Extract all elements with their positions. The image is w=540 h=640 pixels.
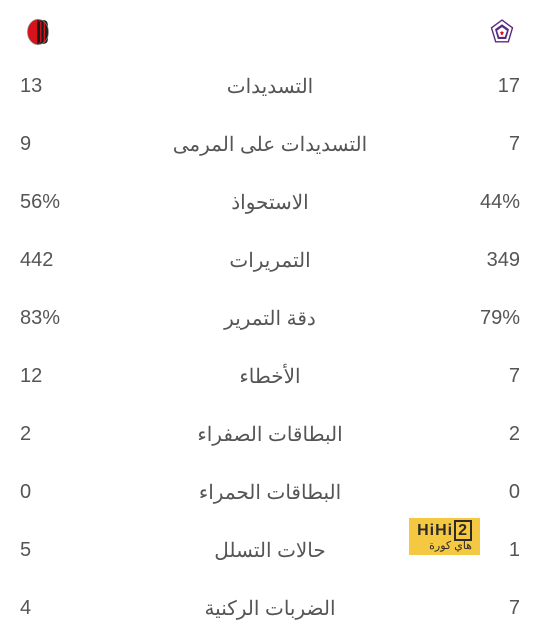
- stat-label: الضربات الركنية: [100, 596, 440, 621]
- stat-row: 2 البطاقات الصفراء 2: [20, 422, 520, 447]
- team-logo-left: [24, 18, 52, 46]
- stat-left-value: 9: [20, 133, 100, 156]
- stat-row: 12 الأخطاء 7: [20, 364, 520, 389]
- team-logo-right: ⚜: [488, 18, 516, 46]
- svg-text:⚜: ⚜: [499, 30, 504, 37]
- stat-row: 0 البطاقات الحمراء 0: [20, 480, 520, 505]
- stat-right-value: 7: [440, 133, 520, 156]
- watermark-badge: HiHi2 هاي كورة: [409, 518, 480, 555]
- stat-row: 83% دقة التمرير 79%: [20, 306, 520, 331]
- stat-row: 4 الضربات الركنية 7: [20, 596, 520, 621]
- stat-left-value: 5: [20, 539, 100, 562]
- stat-row: 9 التسديدات على المرمى 7: [20, 132, 520, 157]
- stat-label: البطاقات الصفراء: [100, 422, 440, 447]
- stat-left-value: 83%: [20, 307, 100, 330]
- stat-left-value: 442: [20, 249, 100, 272]
- stat-left-value: 4: [20, 597, 100, 620]
- stat-label: التسديدات على المرمى: [100, 132, 440, 157]
- stat-label: حالات التسلل: [100, 538, 440, 563]
- watermark-text-a: HiHi: [417, 522, 453, 539]
- stat-row: 56% الاستحواذ 44%: [20, 190, 520, 215]
- stat-row: 13 التسديدات 17: [20, 74, 520, 99]
- stat-left-value: 0: [20, 481, 100, 504]
- stat-label: دقة التمرير: [100, 306, 440, 331]
- stat-right-value: 44%: [440, 191, 520, 214]
- stat-left-value: 56%: [20, 191, 100, 214]
- stat-label: البطاقات الحمراء: [100, 480, 440, 505]
- stat-right-value: 349: [440, 249, 520, 272]
- stat-label: التمريرات: [100, 248, 440, 273]
- stat-label: الأخطاء: [100, 364, 440, 389]
- stat-row: 442 التمريرات 349: [20, 248, 520, 273]
- stat-right-value: 2: [440, 423, 520, 446]
- stat-right-value: 7: [440, 365, 520, 388]
- stat-label: الاستحواذ: [100, 190, 440, 215]
- stat-label: التسديدات: [100, 74, 440, 99]
- watermark-line1: HiHi2: [417, 521, 472, 540]
- stat-right-value: 17: [440, 75, 520, 98]
- stat-left-value: 12: [20, 365, 100, 388]
- stat-right-value: 7: [440, 597, 520, 620]
- stat-left-value: 13: [20, 75, 100, 98]
- watermark-line2: هاي كورة: [417, 540, 472, 553]
- teams-header: ⚜: [20, 18, 520, 46]
- stat-left-value: 2: [20, 423, 100, 446]
- watermark-text-b: 2: [454, 520, 472, 541]
- stat-right-value: 0: [440, 481, 520, 504]
- stat-right-value: 79%: [440, 307, 520, 330]
